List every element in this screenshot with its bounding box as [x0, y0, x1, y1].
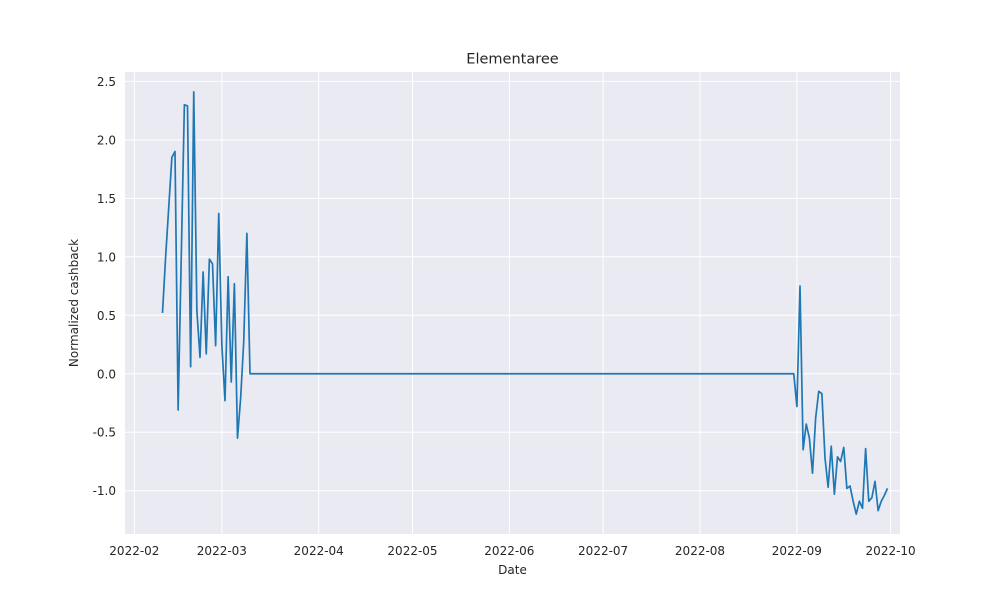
y-tick-label: -1.0 — [93, 484, 116, 498]
y-tick-label: 0.0 — [97, 367, 116, 381]
x-tick-label: 2022-07 — [578, 544, 628, 558]
y-tick-label: 2.0 — [97, 133, 116, 147]
y-tick-label: 0.5 — [97, 309, 116, 323]
x-tick-label: 2022-08 — [675, 544, 725, 558]
y-tick-label: 1.5 — [97, 192, 116, 206]
y-axis-label: Normalized cashback — [67, 239, 81, 367]
x-tick-label: 2022-10 — [866, 544, 916, 558]
series-line — [161, 91, 889, 515]
plot-background — [125, 72, 900, 534]
x-tick-label: 2022-05 — [387, 544, 437, 558]
y-tick-label: 2.5 — [97, 75, 116, 89]
x-tick-label: 2022-06 — [484, 544, 534, 558]
x-axis-label: Date — [498, 563, 527, 577]
x-tick-label: 2022-02 — [109, 544, 159, 558]
chart-title: Elementaree — [466, 52, 558, 68]
y-tick-label: 1.0 — [97, 250, 116, 264]
y-tick-label: -0.5 — [93, 426, 116, 440]
x-tick-label: 2022-03 — [197, 544, 247, 558]
x-axis-ticks: 2022-02 2022-03 2022-04 2022-05 2022-06 2022-… — [109, 544, 915, 558]
x-tick-label: 2022-09 — [772, 544, 822, 558]
x-tick-label: 2022-04 — [294, 544, 344, 558]
y-axis-ticks: -1.0 -0.5 0.0 0.5 1.0 1.5 2.0 2.5 — [93, 75, 116, 498]
